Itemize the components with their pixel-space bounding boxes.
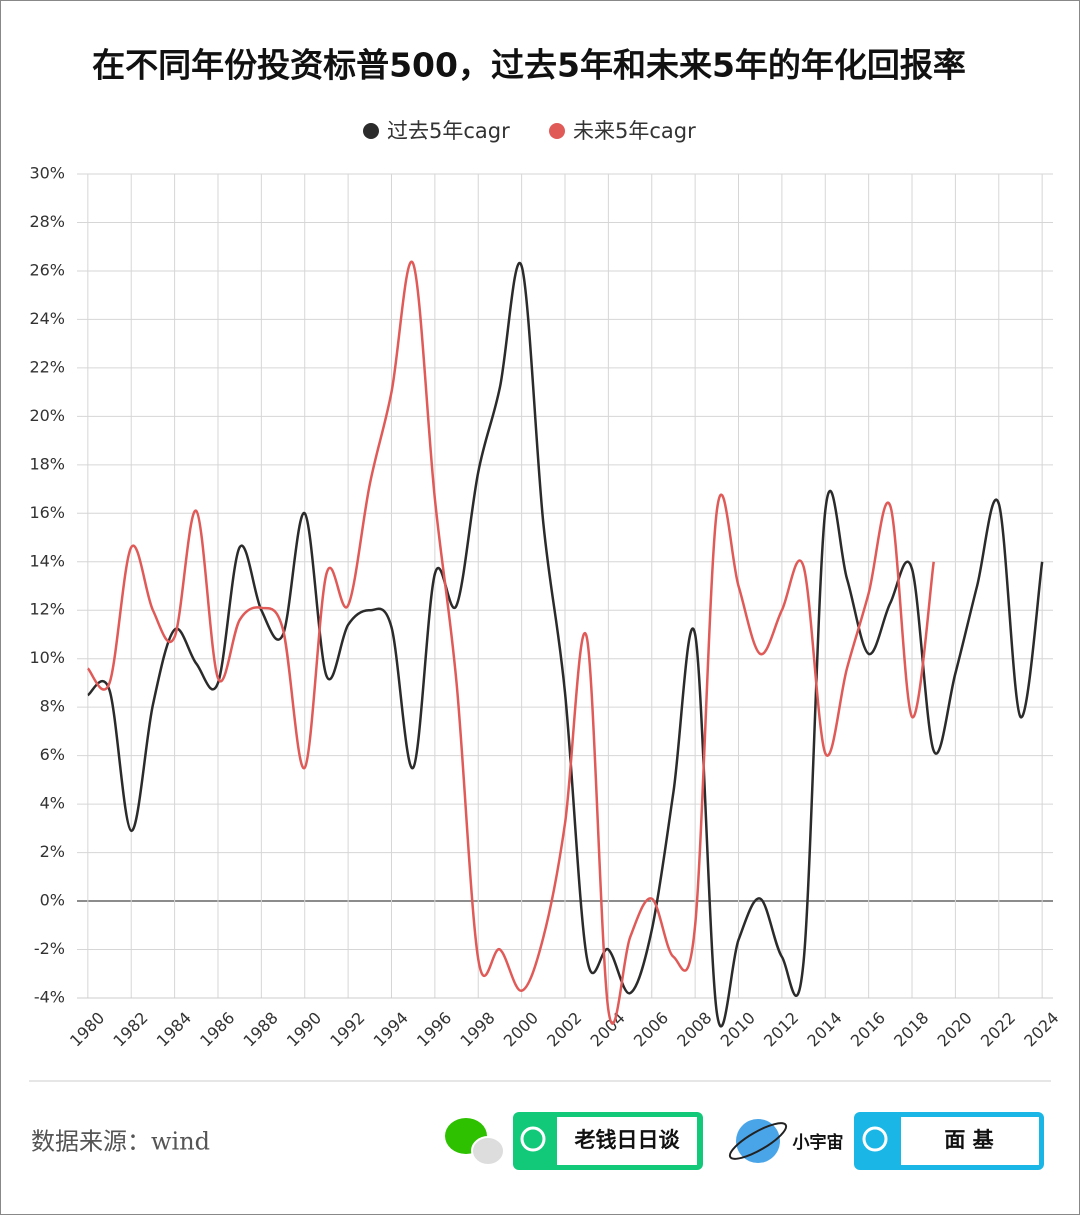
y-tick-label: 30% <box>29 164 65 183</box>
y-tick-label: 2% <box>40 842 65 861</box>
y-tick-label: 0% <box>40 891 65 910</box>
brand2: 小宇宙 <box>793 1132 844 1153</box>
y-tick-label: 4% <box>40 794 65 813</box>
y-tick-label: 16% <box>29 503 65 522</box>
brand1: 老钱日日谈 <box>575 1128 681 1152</box>
y-tick-label: -2% <box>34 939 65 958</box>
x-tick-label: 1994 <box>370 1008 412 1050</box>
y-tick-label: 14% <box>29 551 65 570</box>
y-tick-label: 12% <box>29 600 65 619</box>
y-tick-label: 18% <box>29 454 65 473</box>
x-tick-label: 2016 <box>847 1008 889 1050</box>
x-tick-label: 1990 <box>283 1008 325 1050</box>
y-tick-label: 22% <box>29 357 65 376</box>
x-tick-label: 2000 <box>500 1008 542 1050</box>
wechat-icon <box>445 1118 505 1166</box>
brand1-inner <box>557 1117 697 1165</box>
source: 数据来源：wind <box>31 1128 210 1156</box>
y-tick-label: 6% <box>40 745 65 764</box>
y-tick-label: 8% <box>40 697 65 716</box>
search-icon <box>862 1126 888 1152</box>
x-tick-label: 2012 <box>760 1008 802 1050</box>
x-tick-label: 2010 <box>717 1008 759 1050</box>
x-tick-label: 2024 <box>1020 1008 1062 1050</box>
x-tick-label: 2008 <box>673 1008 715 1050</box>
y-tick-label: -4% <box>34 988 65 1007</box>
search-icon <box>520 1126 546 1152</box>
x-tick-label: 1984 <box>153 1008 195 1050</box>
legend-marker <box>549 123 565 139</box>
legend-marker <box>363 123 379 139</box>
x-tick-label: 1992 <box>326 1008 368 1050</box>
y-tick-label: 28% <box>29 212 65 231</box>
series-line <box>86 260 935 1025</box>
x-tick-label: 2006 <box>630 1008 672 1050</box>
x-tick-label: 1980 <box>66 1008 108 1050</box>
brand3: 面 基 <box>944 1128 994 1152</box>
x-tick-label: 1986 <box>196 1008 238 1050</box>
x-tick-label: 2022 <box>977 1008 1019 1050</box>
y-tick-label: 24% <box>29 309 65 328</box>
series-line <box>87 261 1044 1028</box>
y-tick-label: 10% <box>29 648 65 667</box>
chart-title: 在不同年份投资标普500，过去5年和未来5年的年化回报率 <box>92 46 966 85</box>
xiaoyuzhou-icon <box>728 1119 788 1163</box>
brand3-inner <box>901 1117 1039 1165</box>
legend-label: 未来5年cagr <box>573 119 696 143</box>
y-tick-label: 26% <box>29 260 65 279</box>
x-tick-label: 1988 <box>240 1008 282 1050</box>
x-tick-label: 2020 <box>934 1008 976 1050</box>
x-tick-label: 2018 <box>890 1008 932 1050</box>
x-tick-label: 2014 <box>803 1008 845 1050</box>
x-tick-label: 1982 <box>109 1008 151 1050</box>
x-tick-label: 2004 <box>587 1008 629 1050</box>
y-tick-label: 20% <box>29 406 65 425</box>
legend-label: 过去5年cagr <box>387 119 510 143</box>
x-tick-label: 1998 <box>456 1008 498 1050</box>
x-tick-label: 1996 <box>413 1008 455 1050</box>
x-tick-label: 2002 <box>543 1008 585 1050</box>
